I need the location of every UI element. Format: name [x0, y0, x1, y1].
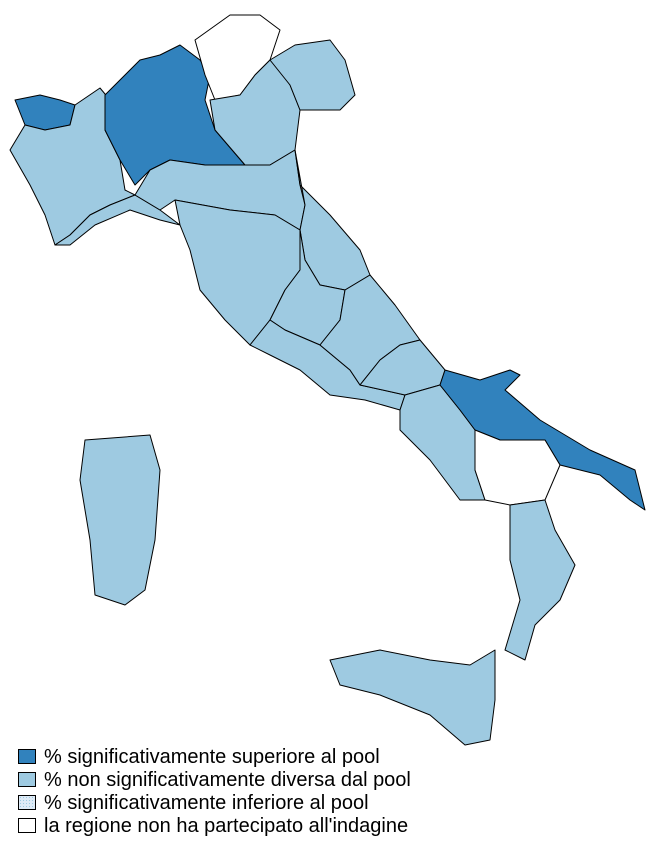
legend-label: % significativamente inferiore al pool — [44, 791, 369, 814]
legend-swatch-non-diversa — [18, 772, 36, 787]
region-calabria — [504, 499, 576, 661]
legend-label: % non significativamente diversa dal poo… — [44, 768, 411, 791]
region-liguria — [54, 194, 181, 246]
legend-label: la regione non ha partecipato all'indagi… — [44, 814, 409, 837]
region-friuli-venezia-giulia — [269, 39, 356, 111]
legend-item-non-diversa: % non significativamente diversa dal poo… — [18, 768, 411, 791]
legend-swatch-non-partecipato — [18, 818, 36, 833]
region-piemonte — [9, 87, 136, 246]
legend: % significativamente superiore al pool %… — [18, 745, 411, 837]
legend-swatch-superiore — [18, 749, 36, 764]
legend-item-inferiore: % significativamente inferiore al pool — [18, 791, 411, 814]
region-sardegna — [79, 434, 161, 606]
region-sicilia — [329, 649, 496, 746]
legend-label: % significativamente superiore al pool — [44, 745, 380, 768]
legend-swatch-inferiore — [18, 795, 36, 810]
legend-item-non-partecipato: la regione non ha partecipato all'indagi… — [18, 814, 411, 837]
region-valle-daosta — [14, 94, 76, 131]
legend-item-superiore: % significativamente superiore al pool — [18, 745, 411, 768]
